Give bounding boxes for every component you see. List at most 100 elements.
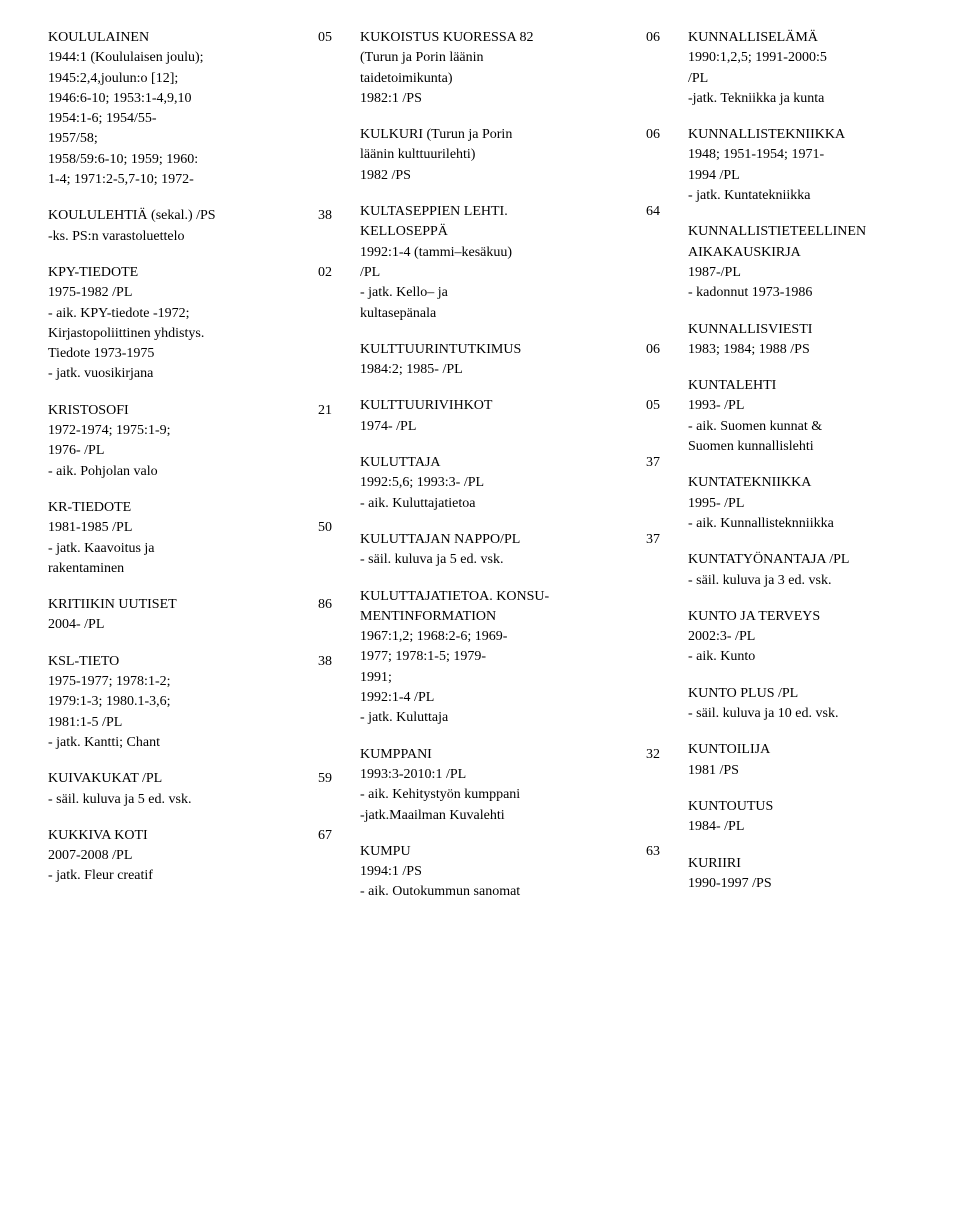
entry-number: 32 (646, 745, 660, 765)
entry-line: 1984- /PL (688, 817, 960, 837)
entry-line: 1954:1-6; 1954/55- (48, 109, 332, 129)
entry-number: 64 (646, 202, 660, 222)
catalog-entry: KRISTOSOFI211972-1974; 1975:1-9;1976- /P… (48, 401, 332, 482)
entry-line: 1982:1 /PS (360, 89, 660, 109)
entry-line: - jatk. Kuntatekniikka (688, 186, 960, 206)
entry-number: 38 (318, 206, 332, 226)
entry-text: KUNNALLISVIESTI (688, 320, 954, 340)
entry-number: 50 (318, 518, 332, 538)
entry-line: 1981 /PS (688, 761, 960, 781)
entry-line: kultasepänala (360, 304, 660, 324)
entry-line: läänin kulttuurilehti) (360, 145, 660, 165)
entry-line: KELLOSEPPÄ (360, 222, 660, 242)
catalog-entry: KUKKIVA KOTI672007-2008 /PL - jatk. Fleu… (48, 826, 332, 887)
catalog-entry: KR-TIEDOTE1981-1985 /PL50 - jatk. Kaavoi… (48, 498, 332, 579)
catalog-entry: KPY-TIEDOTE021975-1982 /PL - aik. KPY-ti… (48, 263, 332, 385)
entry-line: 1984:2; 1985- /PL (360, 360, 660, 380)
entry-line: 1944:1 (Koululaisen joulu); (48, 48, 332, 68)
entry-line: KSL-TIETO38 (48, 652, 332, 672)
entry-line: KUNNALLISTEKNIIKKA66 (688, 125, 960, 145)
entry-text: KUMPU (360, 842, 638, 862)
entry-line: KUKKIVA KOTI67 (48, 826, 332, 846)
entry-text: KULUTTAJAN NAPPO/PL (360, 530, 638, 550)
catalog-entry: KOULULEHTIÄ (sekal.) /PS38 -ks. PS:n var… (48, 206, 332, 247)
entry-line: - aik. Kuluttajatietoa (360, 494, 660, 514)
entry-line: 1993- /PL (688, 396, 960, 416)
entry-line: 1958/59:6-10; 1959; 1960: (48, 150, 332, 170)
entry-text: KUNTOILIJA (688, 740, 954, 760)
entry-line: 1957/58; (48, 129, 332, 149)
entry-number: 59 (318, 769, 332, 789)
entry-text: KULTTUURIVIHKOT (360, 396, 638, 416)
entry-line: Suomen kunnallislehti (688, 437, 960, 457)
entry-line: 1979:1-3; 1980.1-3,6; (48, 692, 332, 712)
entry-text: KUNNALLISTEKNIIKKA (688, 125, 954, 145)
entry-line: KOULULEHTIÄ (sekal.) /PS 38 (48, 206, 332, 226)
entry-line: KOULULAINEN05 (48, 28, 332, 48)
entry-text: KUKOISTUS KUORESSA 82 (360, 28, 638, 48)
entry-number: 37 (646, 530, 660, 550)
entry-line: KUMPPANI 32 (360, 745, 660, 765)
entry-text: KULKURI (Turun ja Porin (360, 125, 638, 145)
entry-line: KULTASEPPIEN LEHTI.64 (360, 202, 660, 222)
entry-line: KUMPU63 (360, 842, 660, 862)
entry-line: Kirjastopoliittinen yhdistys. (48, 324, 332, 344)
entry-line: - kadonnut 1973-1986 (688, 283, 960, 303)
entry-text: KUNTO JA TERVEYS (688, 607, 954, 627)
column-1: KOULULAINEN051944:1 (Koululaisen joulu);… (48, 28, 332, 903)
entry-line: KURIIRI60 (688, 854, 960, 874)
entry-line: 1991; (360, 668, 660, 688)
entry-line: KULTTUURIVIHKOT 05 (360, 396, 660, 416)
entry-line: 1981-1985 /PL 50 (48, 518, 332, 538)
catalog-entry: KULUTTAJA37 1992:5,6; 1993:3- /PL - aik.… (360, 453, 660, 514)
catalog-entry: KUNTO PLUS /PL59 - säil. kuluva ja 10 ed… (688, 684, 960, 725)
entry-line: 1974- /PL (360, 417, 660, 437)
entry-line: - jatk. Fleur creatif (48, 866, 332, 886)
entry-number: 67 (318, 826, 332, 846)
catalog-entry: KULTTUURIVIHKOT 05 1974- /PL (360, 396, 660, 437)
entry-text: KOULULEHTIÄ (sekal.) /PS (48, 206, 310, 226)
catalog-entry: KULTASEPPIEN LEHTI.64 KELLOSEPPÄ 1992:1-… (360, 202, 660, 324)
entry-text: KUMPPANI (360, 745, 638, 765)
entry-line: KUNNALLISVIESTI35 (688, 320, 960, 340)
entry-line: - jatk. Kaavoitus ja (48, 539, 332, 559)
entry-line: KULUTTAJAN NAPPO/PL 37 (360, 530, 660, 550)
catalog-entry: KUNTO JA TERVEYS792002:3- /PL - aik. Kun… (688, 607, 960, 668)
entry-number: 06 (646, 340, 660, 360)
entry-text: KPY-TIEDOTE (48, 263, 310, 283)
entry-text: KUNNALLISTIETEELLINEN (688, 222, 954, 242)
entry-number: 38 (318, 652, 332, 672)
column-2: KUKOISTUS KUORESSA 8206 (Turun ja Porin … (360, 28, 660, 903)
catalog-entry: KUNNALLISTIETEELLINEN35AIKAKAUSKIRJA1987… (688, 222, 960, 303)
entry-line: 1976- /PL (48, 441, 332, 461)
catalog-entry: KURIIRI601990-1997 /PS (688, 854, 960, 895)
entry-line: KULKURI (Turun ja Porin06 (360, 125, 660, 145)
entry-line: 1975-1977; 1978:1-2; (48, 672, 332, 692)
catalog-entry: KULUTTAJAN NAPPO/PL37 - säil. kuluva ja … (360, 530, 660, 571)
entry-line: - aik. Outokummun sanomat (360, 882, 660, 902)
entry-line: /PL (360, 263, 660, 283)
catalog-entry: KUNNALLISVIESTI351983; 1984; 1988 /PS (688, 320, 960, 361)
entry-line: KUIVAKUKAT /PL 59 (48, 769, 332, 789)
entry-line: - jatk. vuosikirjana (48, 364, 332, 384)
catalog-entry: KUNTOUTUS591984- /PL (688, 797, 960, 838)
catalog-entry: KUMPPANI321993:3-2010:1 /PL - aik. Kehit… (360, 745, 660, 826)
entry-text: 1981-1985 /PL (48, 518, 310, 538)
entry-line: AIKAKAUSKIRJA (688, 243, 960, 263)
entry-line: KUNNALLISELÄMÄ35 (688, 28, 960, 48)
entry-line: -jatk.Maailman Kuvalehti (360, 806, 660, 826)
entry-line: 1994:1 /PS (360, 862, 660, 882)
entry-line: 2004- /PL (48, 615, 332, 635)
entry-number: 05 (646, 396, 660, 416)
entry-line: 1946:6-10; 1953:1-4,9,10 (48, 89, 332, 109)
entry-text: KUIVAKUKAT /PL (48, 769, 310, 789)
entry-line: 1983; 1984; 1988 /PS (688, 340, 960, 360)
catalog-entry: KUNNALLISTEKNIIKKA661948; 1951-1954; 197… (688, 125, 960, 206)
catalog-entry: KULUTTAJATIETOA. KONSU- MENTINFORMATION … (360, 587, 660, 729)
entry-line: 1990-1997 /PS (688, 874, 960, 894)
entry-line: KRISTOSOFI21 (48, 401, 332, 421)
catalog-entry: KUIVAKUKAT /PL59 - säil. kuluva ja 5 ed.… (48, 769, 332, 810)
entry-line: - jatk. Kuluttaja (360, 708, 660, 728)
entry-line: KULTTUURINTUTKIMUS06 (360, 340, 660, 360)
entry-line: /PL (688, 69, 960, 89)
